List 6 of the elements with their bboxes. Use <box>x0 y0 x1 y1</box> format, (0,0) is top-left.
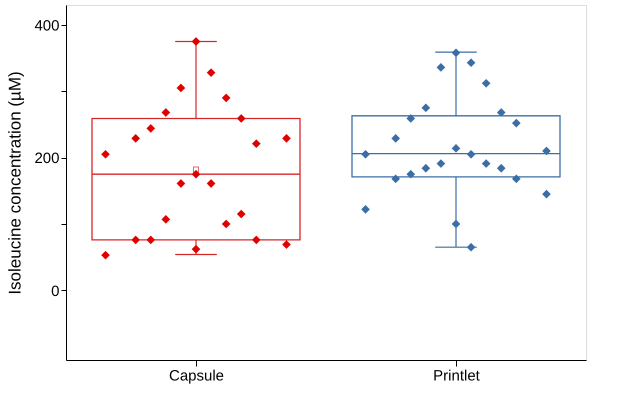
x-tick-label: Printlet <box>433 368 481 384</box>
y-tick-label: 200 <box>34 150 60 168</box>
y-tick-label: 400 <box>34 17 60 34</box>
x-tick-label: Capsule <box>168 368 224 384</box>
y-axis-title: Isoleucine concentration (µM) <box>5 71 24 295</box>
y-tick-label: 0 <box>51 282 60 300</box>
